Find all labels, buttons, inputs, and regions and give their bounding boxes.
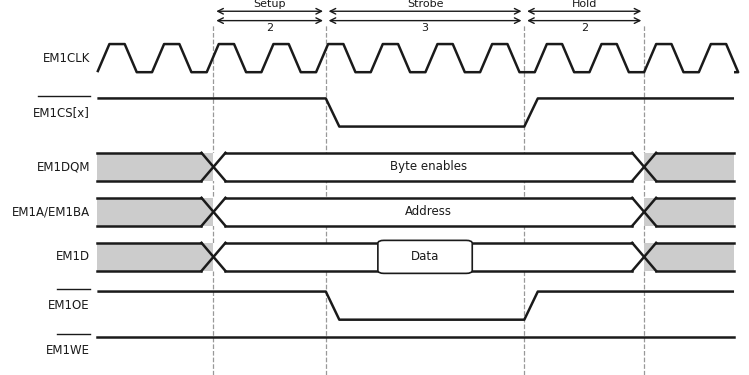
Text: Byte enables: Byte enables <box>390 160 467 173</box>
Text: Hold: Hold <box>571 0 597 9</box>
Text: Address: Address <box>405 206 452 218</box>
Text: EM1WE: EM1WE <box>46 344 90 357</box>
Bar <box>213 243 644 271</box>
Text: Setup: Setup <box>253 0 286 9</box>
Text: Strobe: Strobe <box>407 0 443 9</box>
Text: EM1DQM: EM1DQM <box>37 160 90 173</box>
Text: EM1OE: EM1OE <box>48 299 90 312</box>
Text: 2: 2 <box>580 23 588 33</box>
Text: EM1A/EM1BA: EM1A/EM1BA <box>12 206 90 218</box>
Bar <box>632 153 734 181</box>
Text: EM1CS[x]: EM1CS[x] <box>33 106 90 119</box>
Bar <box>213 198 644 226</box>
Bar <box>213 153 644 181</box>
Text: 3: 3 <box>422 23 428 33</box>
Text: 2: 2 <box>266 23 273 33</box>
Text: EM1CLK: EM1CLK <box>43 52 90 64</box>
Text: EM1D: EM1D <box>55 251 90 263</box>
Bar <box>97 243 225 271</box>
FancyBboxPatch shape <box>377 240 472 273</box>
Bar <box>632 243 734 271</box>
Bar <box>97 153 225 181</box>
Bar <box>632 198 734 226</box>
Bar <box>97 198 225 226</box>
Text: Data: Data <box>411 251 439 263</box>
